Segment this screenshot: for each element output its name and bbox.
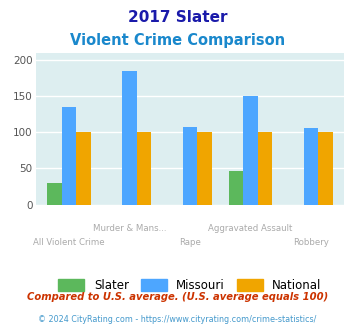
Bar (243, 96, 258, 205)
Bar (122, 71, 137, 205)
Text: 2017 Slater: 2017 Slater (128, 10, 227, 25)
Bar (229, 171, 243, 205)
Bar (258, 132, 272, 205)
Legend: Slater, Missouri, National: Slater, Missouri, National (54, 274, 326, 297)
Text: All Violent Crime: All Violent Crime (33, 238, 105, 247)
Bar (47, 183, 61, 205)
Text: Compared to U.S. average. (U.S. average equals 100): Compared to U.S. average. (U.S. average … (27, 292, 328, 302)
Text: Aggravated Assault: Aggravated Assault (208, 224, 293, 233)
Text: Violent Crime Comparison: Violent Crime Comparison (70, 33, 285, 48)
Bar (304, 128, 318, 205)
Bar (318, 132, 333, 205)
Bar (137, 132, 151, 205)
Bar (197, 132, 212, 205)
Text: Murder & Mans...: Murder & Mans... (93, 224, 166, 233)
Bar (61, 107, 76, 205)
Bar (76, 132, 91, 205)
Text: © 2024 CityRating.com - https://www.cityrating.com/crime-statistics/: © 2024 CityRating.com - https://www.city… (38, 315, 317, 324)
Text: Robbery: Robbery (293, 238, 329, 247)
Bar (183, 126, 197, 205)
Text: Rape: Rape (179, 238, 201, 247)
